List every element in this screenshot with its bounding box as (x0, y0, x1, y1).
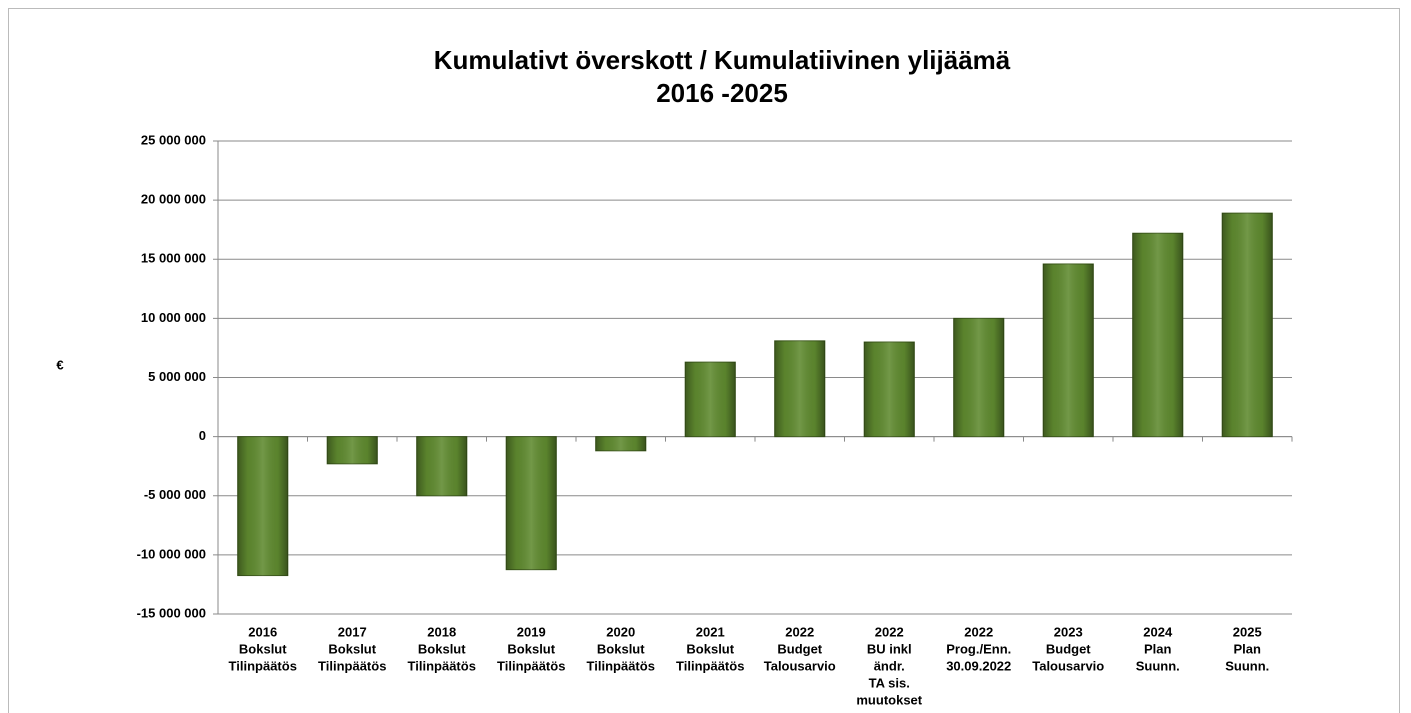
bar-shade (953, 318, 1004, 437)
chart-title: Kumulativt överskott / Kumulatiivinen yl… (434, 45, 1011, 75)
x-tick-label: 2023 (1054, 624, 1083, 639)
x-tick-label: 2016 (248, 624, 277, 639)
bar-shade (595, 436, 646, 451)
x-tick-label: 2024 (1143, 624, 1173, 639)
x-tick-label: muutokset (856, 692, 922, 707)
x-tick-label: Prog./Enn. (946, 641, 1011, 656)
chart-frame (8, 8, 1400, 713)
bar-shade (774, 340, 825, 437)
x-tick-label: Bokslut (328, 641, 376, 656)
y-tick-label: -10 000 000 (137, 546, 206, 561)
bar-shade (237, 436, 288, 576)
x-tick-label: Bokslut (597, 641, 645, 656)
x-tick-label: 2020 (606, 624, 635, 639)
x-tick-label: Bokslut (686, 641, 734, 656)
x-tick-label: 2025 (1233, 624, 1262, 639)
bar-shade (327, 436, 378, 464)
bar-shade (864, 342, 915, 437)
x-tick-label: Bokslut (507, 641, 555, 656)
x-tick-label: Talousarvio (1032, 658, 1104, 673)
bar-shade (1043, 263, 1094, 437)
y-tick-label: 0 (199, 428, 206, 443)
x-tick-label: Budget (777, 641, 822, 656)
x-tick-label: Budget (1046, 641, 1091, 656)
x-tick-label: Plan (1144, 641, 1172, 656)
y-tick-label: 5 000 000 (148, 369, 206, 384)
y-tick-label: -5 000 000 (144, 487, 206, 502)
x-tick-label: BU inkl (867, 641, 912, 656)
x-tick-label: 30.09.2022 (946, 658, 1011, 673)
y-axis-label: € (56, 357, 63, 372)
chart-subtitle: 2016 -2025 (656, 78, 788, 108)
x-tick-label: Tilinpäätös (587, 658, 655, 673)
y-tick-label: 25 000 000 (141, 132, 206, 147)
bar-shade (1132, 233, 1183, 437)
x-tick-label: Tilinpäätös (408, 658, 476, 673)
x-tick-label: 2021 (696, 624, 725, 639)
x-tick-label: 2022 (875, 624, 904, 639)
x-tick-label: Tilinpäätös (229, 658, 297, 673)
x-tick-label: 2022 (964, 624, 993, 639)
x-tick-label: Bokslut (418, 641, 466, 656)
x-tick-label: 2019 (517, 624, 546, 639)
y-tick-label: 10 000 000 (141, 310, 206, 325)
x-tick-label: 2017 (338, 624, 367, 639)
x-tick-label: Talousarvio (764, 658, 836, 673)
x-tick-label: Tilinpäätös (676, 658, 744, 673)
x-tick-label: TA sis. (869, 675, 910, 690)
x-tick-label: Tilinpäätös (318, 658, 386, 673)
x-tick-label: 2022 (785, 624, 814, 639)
x-tick-label: Suunn. (1136, 658, 1180, 673)
bar-shade (416, 436, 467, 496)
x-tick-label: Plan (1234, 641, 1262, 656)
x-tick-label: Suunn. (1225, 658, 1269, 673)
x-tick-label: 2018 (427, 624, 456, 639)
bar-shade (506, 436, 557, 570)
bar-shade (1222, 213, 1273, 437)
y-tick-label: 15 000 000 (141, 251, 206, 266)
bar-shade (685, 362, 736, 437)
y-tick-label: 20 000 000 (141, 192, 206, 207)
x-tick-label: Bokslut (239, 641, 287, 656)
x-tick-label: ändr. (874, 658, 905, 673)
y-tick-label: -15 000 000 (137, 605, 206, 620)
x-tick-label: Tilinpäätös (497, 658, 565, 673)
